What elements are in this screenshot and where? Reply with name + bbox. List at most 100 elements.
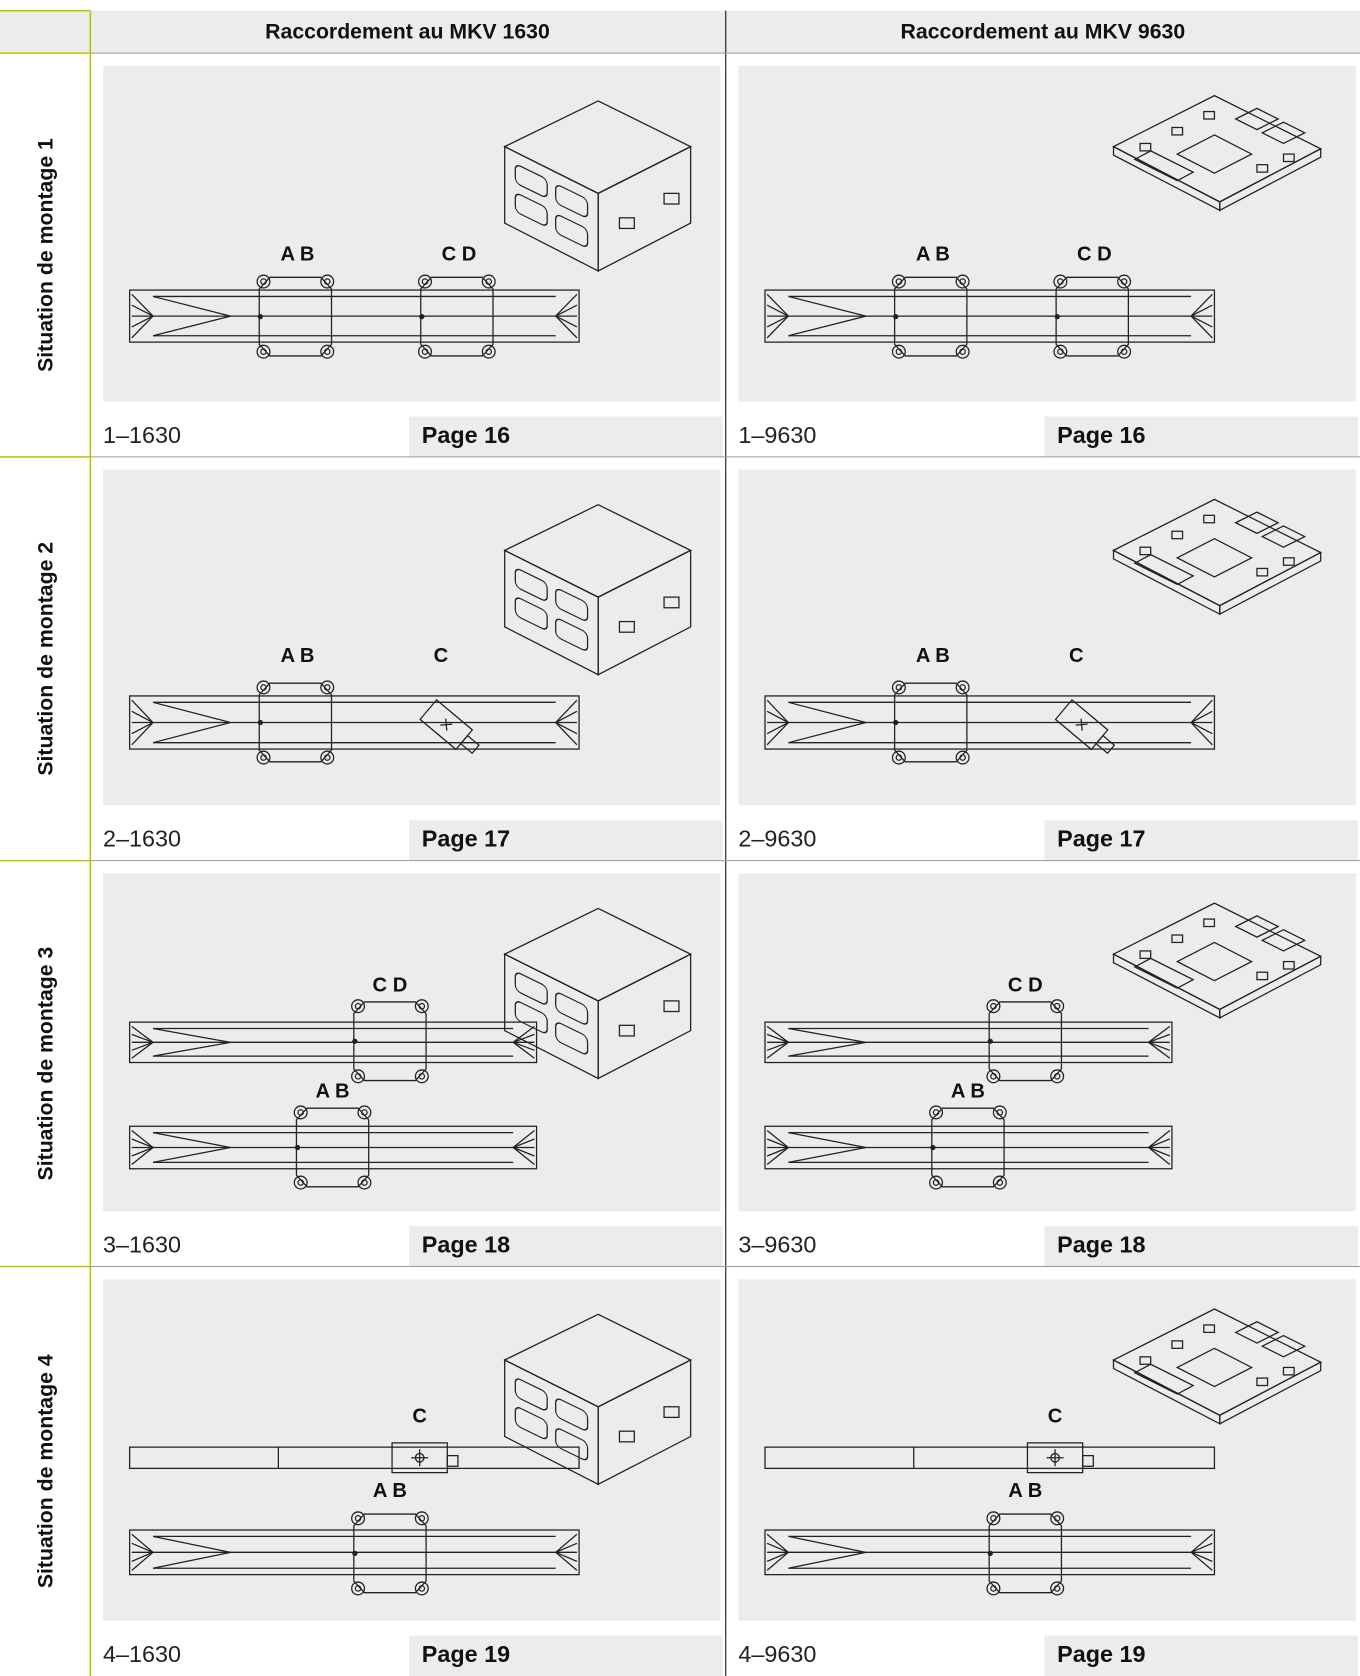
head-screw <box>1053 344 1068 359</box>
sensor-mark <box>440 718 453 731</box>
head-screw <box>986 999 1001 1014</box>
head-screw <box>986 1069 1001 1084</box>
pcb-part <box>1203 110 1216 120</box>
head-screw-hole <box>895 278 903 285</box>
head-screw <box>891 344 906 359</box>
hatch <box>766 1025 789 1043</box>
head-screw <box>1053 274 1068 289</box>
column-header: Raccordement au MKV 1630 <box>265 20 550 44</box>
head-screw-hole <box>1120 348 1128 355</box>
connector <box>514 1001 548 1034</box>
chevron <box>788 295 867 337</box>
pcb-part <box>1282 557 1295 566</box>
scale-rail <box>764 695 1216 750</box>
head-screw-hole <box>418 1515 426 1522</box>
page-ref-bg <box>1044 1635 1358 1676</box>
hatch <box>131 304 154 317</box>
head-screw <box>256 274 271 289</box>
hatch <box>1190 722 1213 746</box>
pcb-chip <box>1175 134 1254 174</box>
page-ref-bg <box>409 416 723 457</box>
hatch <box>131 721 154 735</box>
drawing-label: C <box>412 1406 427 1428</box>
head-screw-hole <box>485 348 493 355</box>
figure-code: 1–1630 <box>103 422 181 448</box>
mount-tab <box>618 1430 635 1443</box>
figure-code: 1–9630 <box>738 422 816 448</box>
cell: A B C D 1–1630 Page 16 <box>103 65 723 457</box>
head-screw <box>481 344 496 359</box>
hatch <box>131 1551 154 1571</box>
mount-tab <box>663 1000 680 1013</box>
head-screw-hole <box>1053 1002 1061 1010</box>
pcb-part <box>1256 567 1269 577</box>
connector <box>555 992 589 1025</box>
pcb-chip <box>1175 537 1254 578</box>
head-dot <box>294 1144 301 1151</box>
hatch <box>131 293 154 317</box>
drawing-area <box>738 1279 1356 1621</box>
head-screw-hole <box>996 1179 1004 1186</box>
drawing-label: C <box>434 645 449 667</box>
hatch <box>766 1041 789 1051</box>
row-label: Situation de montage 3 <box>33 947 57 1181</box>
hatch <box>131 1041 154 1051</box>
hatch <box>1148 1041 1171 1059</box>
head-screw-hole <box>354 1002 362 1010</box>
hatch <box>766 722 789 746</box>
pcb-part <box>1139 546 1152 556</box>
sensor-mark <box>411 1449 429 1467</box>
connector <box>514 165 548 198</box>
hatch <box>766 315 789 328</box>
head-screw <box>414 1069 429 1084</box>
hatch <box>766 721 789 735</box>
pcb-part <box>1203 514 1216 524</box>
pcb-board <box>1112 94 1323 203</box>
page-ref: Page 16 <box>422 422 510 448</box>
hatch <box>131 1551 154 1562</box>
figure-code: 2–1630 <box>103 826 181 852</box>
connector <box>555 185 589 218</box>
head-screw <box>1050 999 1065 1014</box>
head-screw-hole <box>1120 278 1128 285</box>
drawing-area <box>103 65 721 402</box>
row-label: Situation de montage 1 <box>33 138 57 372</box>
hatch <box>766 1146 789 1157</box>
pcb-part <box>1203 918 1216 928</box>
device-side <box>597 953 692 1080</box>
head-screw-hole <box>1053 1073 1061 1080</box>
drawing-label: C <box>1069 645 1084 667</box>
head-screw <box>414 999 429 1014</box>
head-screw-hole <box>990 1073 997 1080</box>
drawing-label: A B <box>281 645 315 667</box>
head-screw-hole <box>990 1515 997 1522</box>
hatch <box>131 1147 154 1166</box>
pcb-part <box>1139 950 1152 960</box>
sensor-cable <box>459 734 480 755</box>
figure-code: 3–1630 <box>103 1231 181 1257</box>
hatch <box>555 1542 578 1553</box>
pcb-connector <box>1260 525 1307 548</box>
hatch <box>131 315 154 339</box>
pcb-part <box>1171 934 1184 944</box>
hatch <box>766 1533 789 1553</box>
hatch <box>131 1025 154 1043</box>
head-screw-hole <box>260 754 267 761</box>
head-screw <box>891 680 906 695</box>
head-screw <box>351 1069 366 1084</box>
head-screw-hole <box>895 684 903 691</box>
hatch <box>512 1041 535 1051</box>
hatch <box>1148 1138 1171 1149</box>
head-screw-hole <box>996 1109 1004 1116</box>
head-screw <box>1117 274 1132 289</box>
head-screw <box>955 274 970 289</box>
hatch <box>1148 1041 1171 1051</box>
connector <box>555 1022 589 1055</box>
hatch <box>1190 721 1213 735</box>
head-screw <box>320 274 335 289</box>
head-screw <box>293 1175 308 1190</box>
pcb-part <box>1256 164 1269 173</box>
hatch <box>555 1551 578 1562</box>
head-screw-hole <box>418 1073 426 1080</box>
hatch <box>766 1041 789 1059</box>
